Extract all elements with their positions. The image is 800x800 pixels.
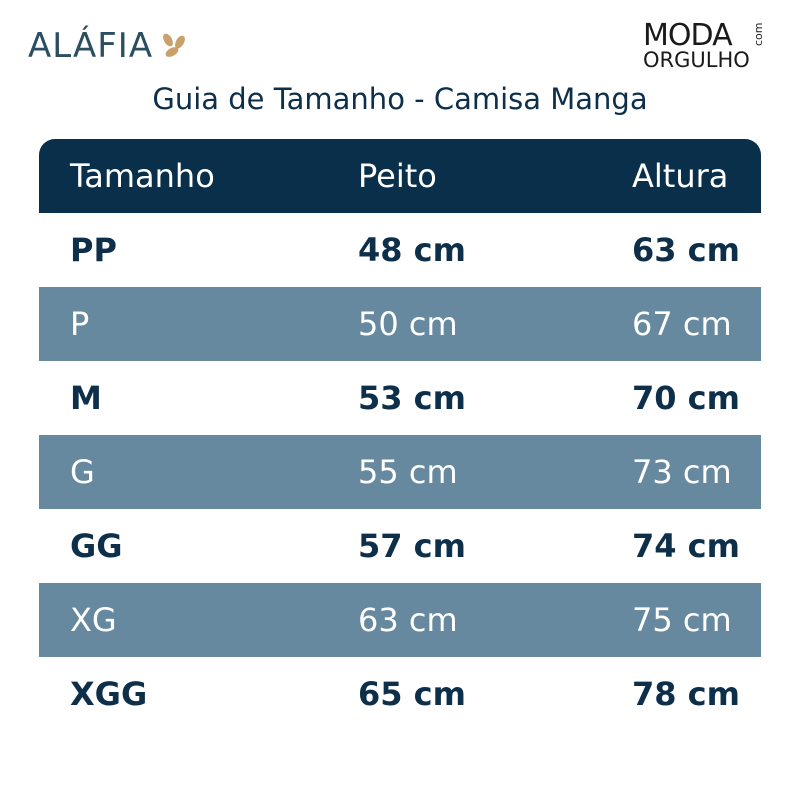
table-cell: XG xyxy=(70,601,117,639)
table-row: M 53 cm 70 cm xyxy=(39,361,761,435)
table-cell: 67 cm xyxy=(632,305,732,343)
brand-right-top: MODA xyxy=(643,18,733,53)
table-cell: XGG xyxy=(70,675,148,713)
header-row: Tamanho Peito Altura xyxy=(39,139,761,213)
table-cell: PP xyxy=(70,231,117,269)
table-cell: 57 cm xyxy=(358,527,466,565)
table-row: PP 48 cm 63 cm xyxy=(39,213,761,287)
table-cell: 63 cm xyxy=(632,231,740,269)
table-cell: 50 cm xyxy=(358,305,458,343)
column-header: Altura xyxy=(632,157,729,195)
table-cell: P xyxy=(70,305,90,343)
table-row: XG 63 cm 75 cm xyxy=(39,583,761,657)
brand-right-bottom: ORGULHO xyxy=(643,48,750,72)
table-cell: 63 cm xyxy=(358,601,458,639)
column-header: Peito xyxy=(358,157,437,195)
brand-left: ALÁFIA xyxy=(28,26,154,66)
table-cell: 70 cm xyxy=(632,379,740,417)
table-cell: M xyxy=(70,379,102,417)
size-table: Tamanho Peito Altura PP 48 cm 63 cm P 50 cm 67 c… xyxy=(39,139,761,731)
table-row: P 50 cm 67 cm xyxy=(39,287,761,361)
table-row: G 55 cm 73 cm xyxy=(39,435,761,509)
table-cell: GG xyxy=(70,527,123,565)
table-row: XGG 65 cm 78 cm xyxy=(39,657,761,731)
table-cell: 78 cm xyxy=(632,675,740,713)
brand-right-small: com xyxy=(752,22,765,47)
leaf-icon xyxy=(163,33,185,57)
table-cell: 55 cm xyxy=(358,453,458,491)
column-header: Tamanho xyxy=(70,157,215,195)
table-cell: 74 cm xyxy=(632,527,740,565)
table-cell: G xyxy=(70,453,95,491)
table-cell: 73 cm xyxy=(632,453,732,491)
table-row: GG 57 cm 74 cm xyxy=(39,509,761,583)
table-cell: 48 cm xyxy=(358,231,466,269)
table-cell: 53 cm xyxy=(358,379,466,417)
title: Guia de Tamanho - Camisa Manga xyxy=(152,82,648,116)
table-cell: 75 cm xyxy=(632,601,732,639)
table-cell: 65 cm xyxy=(358,675,466,713)
